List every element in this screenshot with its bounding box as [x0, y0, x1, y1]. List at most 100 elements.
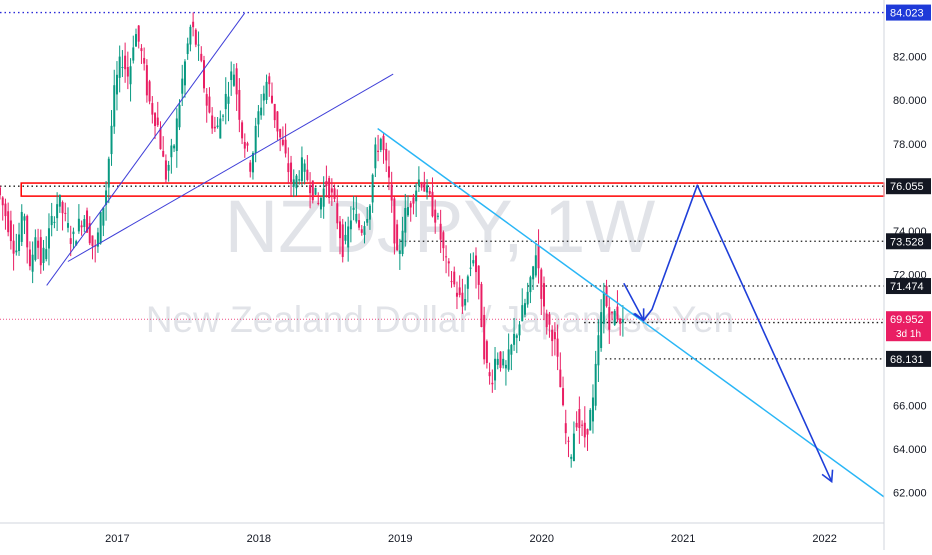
candle-body-58 — [156, 117, 159, 126]
candle-body-201 — [545, 313, 548, 328]
time-tick-2018: 2018 — [247, 533, 271, 545]
level-tag-73.528 — [886, 233, 931, 250]
price-tick-66.000: 66.000 — [893, 400, 927, 412]
candle-body-162 — [439, 223, 442, 240]
candle-body-42 — [113, 85, 116, 127]
candle-body-31 — [83, 219, 86, 228]
candle-body-34 — [91, 235, 94, 247]
candle-body-120 — [325, 180, 328, 186]
candle-body-190 — [515, 335, 518, 338]
candle-body-36 — [96, 232, 99, 247]
candle-body-171 — [464, 299, 467, 306]
price-levels — [0, 11, 884, 360]
candle-body-11 — [28, 249, 31, 267]
candle-body-199 — [540, 269, 543, 299]
candle-body-30 — [80, 225, 83, 228]
candle-body-144 — [390, 184, 393, 201]
candle-body-80 — [216, 125, 219, 128]
candle-body-151 — [409, 203, 412, 208]
candle-body-37 — [99, 211, 102, 244]
candle-body-121 — [328, 178, 331, 199]
candle-body-126 — [341, 224, 344, 257]
candle-body-25 — [67, 223, 69, 228]
level-tag-71.474 — [886, 278, 931, 295]
candle-body-211 — [572, 433, 575, 462]
candle-body-138 — [374, 144, 377, 169]
candle-body-160 — [434, 209, 437, 223]
candle-body-176 — [477, 265, 480, 285]
candle-body-182 — [494, 358, 497, 381]
candle-body-62 — [167, 164, 170, 171]
time-axis: 2017 2018 2019 2020 2021 2022 — [0, 522, 884, 545]
candle-body-52 — [140, 48, 143, 52]
candle-body-164 — [445, 256, 448, 258]
candle-body-188 — [510, 344, 513, 355]
candle-body-183 — [496, 358, 499, 365]
candle-body-145 — [393, 198, 396, 244]
time-tick-2019: 2019 — [388, 533, 412, 545]
candle-body-220 — [597, 335, 600, 366]
candle-body-157 — [426, 185, 429, 193]
candle-body-226 — [613, 310, 616, 325]
candle-body-148 — [401, 230, 404, 254]
candle-body-178 — [483, 314, 486, 360]
candle-body-163 — [442, 232, 445, 249]
candle-body-15 — [39, 237, 42, 266]
candle-body-97 — [262, 93, 265, 101]
candle-body-142 — [385, 148, 388, 161]
candle-body-118 — [319, 197, 322, 210]
candle-body-194 — [526, 291, 529, 305]
candle-body-50 — [135, 34, 137, 47]
candle-body-95 — [257, 111, 260, 125]
candle-body-129 — [349, 220, 352, 230]
candle-body-161 — [436, 215, 439, 217]
candle-body-153 — [415, 190, 418, 202]
candle-body-45 — [121, 66, 124, 68]
candle-body-2 — [4, 203, 7, 217]
candle-body-94 — [254, 125, 257, 154]
trend-lines — [46, 12, 885, 498]
candle-body-33 — [88, 223, 91, 244]
candle-body-43 — [115, 74, 118, 95]
candle-body-77 — [208, 96, 211, 113]
candle-body-101 — [273, 103, 276, 121]
projection-arrowhead-end — [821, 469, 834, 484]
candle-body-200 — [543, 283, 545, 307]
candle-body-79 — [213, 126, 216, 129]
candle-body-55 — [148, 81, 151, 102]
candle-body-139 — [377, 150, 380, 152]
candle-body-203 — [551, 329, 554, 342]
candle-body-228 — [619, 318, 622, 324]
candle-body-158 — [428, 191, 431, 194]
candle-body-14 — [37, 240, 40, 248]
candle-body-206 — [559, 369, 562, 388]
candle-body-89 — [241, 122, 244, 139]
candle-body-172 — [466, 276, 469, 289]
candle-body-165 — [447, 261, 450, 264]
candle-body-88 — [238, 89, 241, 120]
candle-body-13 — [34, 237, 37, 260]
candle-body-222 — [602, 292, 605, 324]
candle-body-192 — [521, 305, 524, 322]
candle-body-105 — [284, 139, 287, 154]
candle-body-76 — [205, 94, 208, 106]
candle-body-146 — [396, 224, 399, 251]
candle-body-195 — [529, 277, 532, 293]
candle-body-32 — [86, 210, 89, 233]
candle-body-147 — [398, 250, 401, 254]
candle-body-184 — [499, 351, 502, 368]
price-tick-64.000: 64.000 — [893, 444, 927, 456]
candle-body-209 — [567, 440, 570, 442]
candle-body-137 — [371, 174, 374, 203]
level-tag-label-73.528: 73.528 — [890, 236, 924, 248]
candle-body-214 — [581, 424, 584, 426]
candle-body-150 — [407, 207, 409, 216]
candle-body-218 — [591, 397, 594, 422]
candle-body-69 — [186, 43, 189, 55]
level-tag-label-71.474: 71.474 — [890, 281, 924, 293]
candle-body-91 — [246, 143, 249, 146]
candle-body-110 — [298, 179, 301, 181]
candle-body-224 — [608, 307, 611, 330]
